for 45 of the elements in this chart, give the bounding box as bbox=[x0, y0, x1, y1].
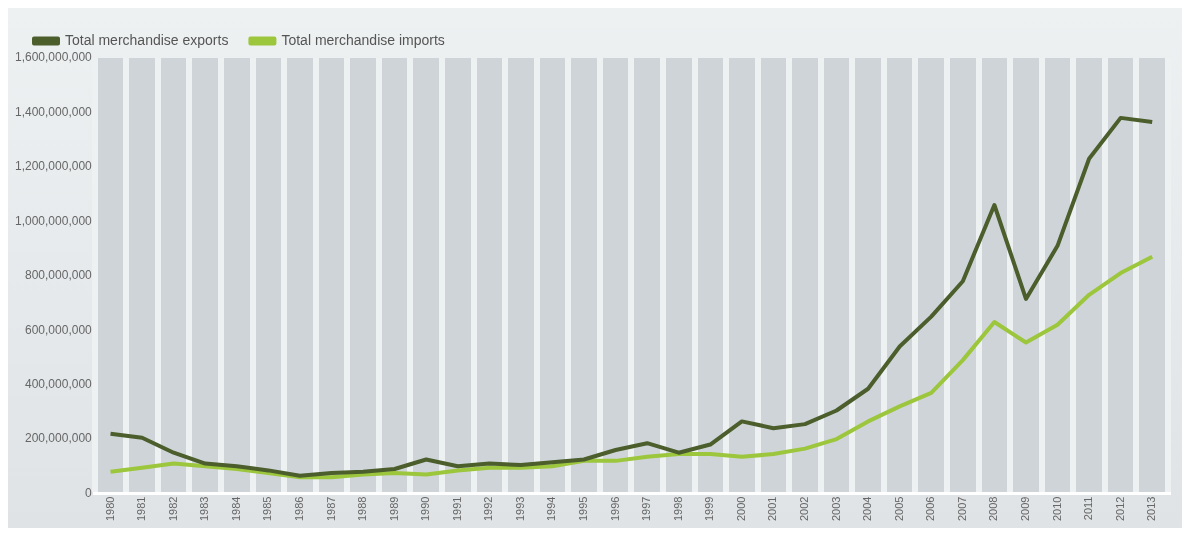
x-tick-label: 2000 bbox=[734, 496, 747, 522]
x-tick-label: 1993 bbox=[513, 496, 526, 522]
x-tick-label: 2011 bbox=[1082, 496, 1095, 521]
y-tick-label: 800,000,000 bbox=[25, 268, 93, 283]
x-tick-label: 1988 bbox=[356, 496, 369, 522]
x-tick-label: 2003 bbox=[829, 496, 842, 522]
x-tick-label: 2004 bbox=[861, 496, 874, 522]
x-tick-label: 1980 bbox=[103, 496, 116, 522]
x-tick-label: 1998 bbox=[671, 496, 684, 522]
x-tick-label: 2005 bbox=[892, 496, 905, 522]
x-tick-label: 1999 bbox=[703, 496, 716, 522]
x-tick-label: 1987 bbox=[324, 496, 337, 522]
x-tick-label: 2001 bbox=[766, 496, 779, 522]
y-tick-label: 1,000,000,000 bbox=[14, 213, 93, 228]
x-tick-label: 1997 bbox=[640, 496, 653, 522]
legend-label: Total merchandise imports bbox=[281, 31, 445, 48]
legend-label: Total merchandise exports bbox=[65, 31, 229, 48]
x-tick-label: 1996 bbox=[608, 496, 621, 522]
y-tick-label: 1,200,000,000 bbox=[14, 159, 93, 174]
x-tick-label: 1984 bbox=[229, 496, 242, 522]
y-tick-label: 200,000,000 bbox=[25, 431, 93, 446]
x-tick-label: 1991 bbox=[450, 496, 463, 522]
x-tick-label: 2002 bbox=[798, 496, 811, 522]
y-tick-label: 0 bbox=[85, 485, 93, 500]
x-tick-label: 1981 bbox=[135, 496, 148, 522]
y-tick-label: 600,000,000 bbox=[25, 322, 93, 337]
x-tick-label: 1983 bbox=[198, 496, 211, 522]
x-tick-label: 2010 bbox=[1050, 496, 1063, 522]
x-tick-label: 1992 bbox=[482, 496, 495, 522]
y-tick-label: 400,000,000 bbox=[25, 376, 93, 391]
x-tick-label: 2009 bbox=[1018, 496, 1031, 522]
x-tick-label: 1989 bbox=[387, 496, 400, 522]
x-tick-label: 1994 bbox=[545, 496, 558, 522]
x-tick-label: 2012 bbox=[1113, 496, 1126, 522]
x-tick-label: 2007 bbox=[955, 496, 968, 522]
x-tick-label: 1990 bbox=[419, 496, 432, 522]
x-tick-label: 1982 bbox=[166, 496, 179, 522]
y-tick-label: 1,600,000,000 bbox=[14, 50, 93, 65]
x-tick-label: 1986 bbox=[292, 496, 305, 522]
x-tick-label: 1995 bbox=[577, 496, 590, 522]
x-tick-label: 2006 bbox=[924, 496, 937, 522]
y-tick-label: 1,400,000,000 bbox=[14, 104, 93, 119]
x-tick-label: 2008 bbox=[987, 496, 1000, 522]
x-tick-label: 1985 bbox=[261, 496, 274, 522]
x-tick-label: 2013 bbox=[1145, 496, 1158, 522]
